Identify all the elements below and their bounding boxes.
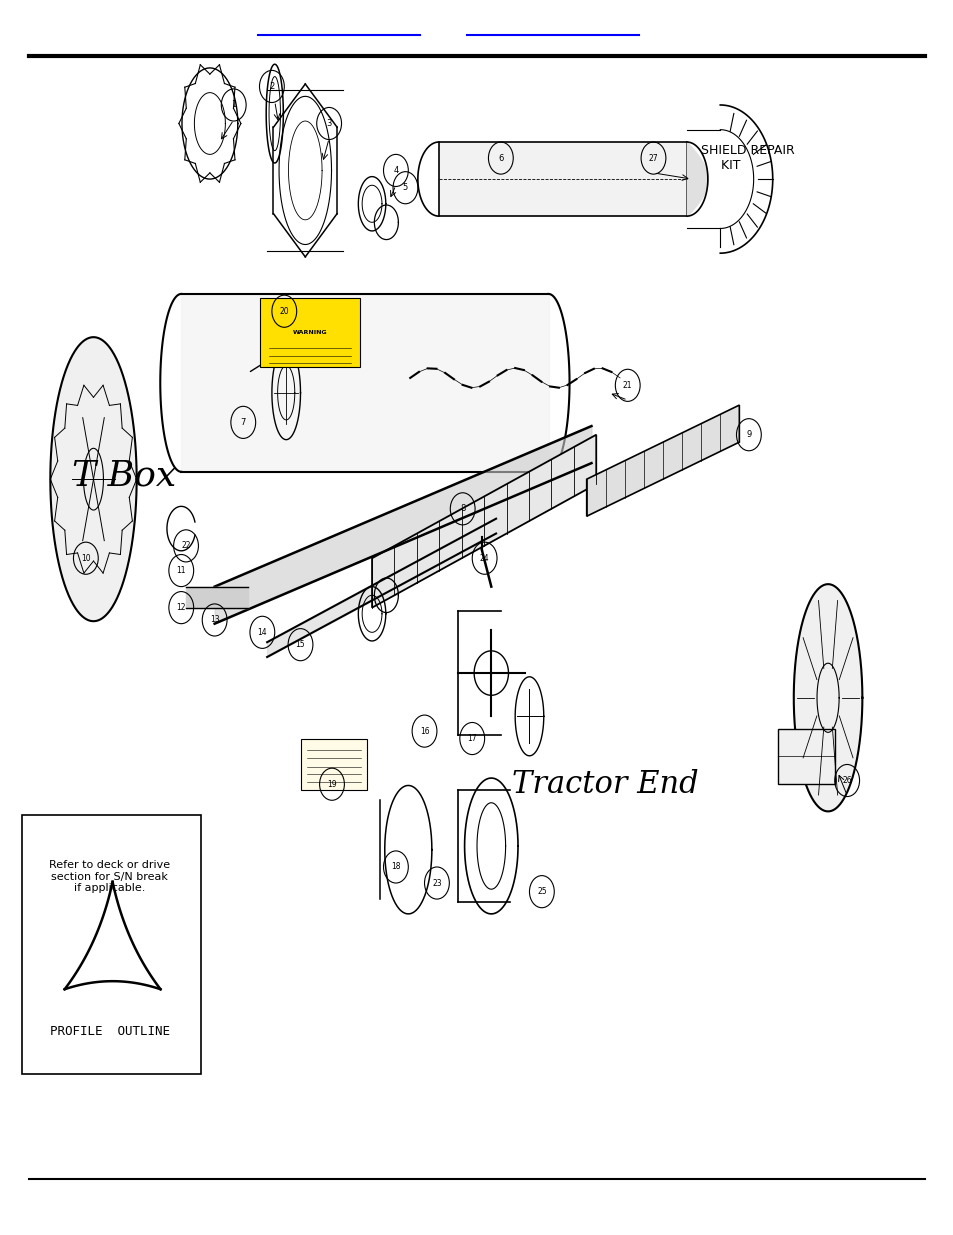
Text: 19: 19	[327, 779, 336, 789]
Text: 18: 18	[391, 862, 400, 872]
Text: 10: 10	[81, 553, 91, 563]
Text: 21: 21	[622, 380, 632, 390]
Text: 5: 5	[402, 183, 408, 193]
Text: 3: 3	[326, 119, 332, 128]
Text: 11: 11	[176, 566, 186, 576]
Polygon shape	[777, 729, 834, 784]
Text: 6: 6	[497, 153, 503, 163]
Text: 17: 17	[467, 734, 476, 743]
FancyBboxPatch shape	[301, 739, 367, 790]
Text: Tractor End: Tractor End	[512, 768, 699, 800]
Polygon shape	[793, 584, 862, 811]
Text: 20: 20	[279, 306, 289, 316]
Text: PROFILE  OUTLINE: PROFILE OUTLINE	[50, 1025, 170, 1037]
Text: 26: 26	[841, 776, 851, 785]
Text: 15: 15	[295, 640, 305, 650]
Text: WARNING: WARNING	[293, 330, 327, 335]
Text: 22: 22	[181, 541, 191, 551]
FancyBboxPatch shape	[22, 815, 201, 1074]
Polygon shape	[438, 142, 686, 216]
Text: Refer to deck or drive
section for S/N break
if applicable.: Refer to deck or drive section for S/N b…	[50, 861, 170, 893]
Text: 24: 24	[479, 553, 489, 563]
Text: SHIELD REPAIR
     KIT: SHIELD REPAIR KIT	[700, 144, 794, 172]
Text: 27: 27	[648, 153, 658, 163]
Text: 7: 7	[240, 417, 246, 427]
Text: 14: 14	[257, 627, 267, 637]
Text: 16: 16	[419, 726, 429, 736]
Polygon shape	[372, 435, 596, 608]
Polygon shape	[51, 337, 136, 621]
Text: 9: 9	[745, 430, 751, 440]
Text: 1: 1	[231, 100, 236, 110]
Text: T Box: T Box	[71, 458, 176, 493]
Text: 4: 4	[393, 165, 398, 175]
Text: 13: 13	[210, 615, 219, 625]
Text: 23: 23	[432, 878, 441, 888]
FancyBboxPatch shape	[260, 298, 359, 367]
Polygon shape	[586, 405, 739, 516]
Text: 2: 2	[269, 82, 274, 91]
Text: 8: 8	[459, 504, 465, 514]
Text: 25: 25	[537, 887, 546, 897]
Text: 12: 12	[176, 603, 186, 613]
